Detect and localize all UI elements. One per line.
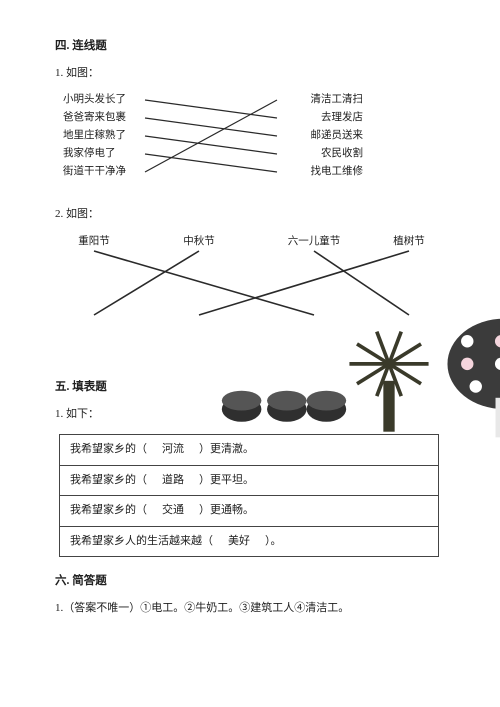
fill-post: ）更清澈。 (199, 443, 254, 455)
section-4-title: 四. 连线题 (55, 38, 450, 54)
fill-pre: 我希望家乡的（ (70, 443, 147, 455)
q6-1-text: 1.（答案不唯一）①电工。②牛奶工。③建筑工人④清洁工。 (55, 601, 450, 616)
table-row: 我希望家乡的（ 道路 ）更平坦。 (60, 465, 439, 495)
fill-post: ）更通畅。 (199, 504, 254, 516)
table-row: 我希望家乡人的生活越来越（ 美好 ）。 (60, 526, 439, 556)
table-row: 我希望家乡的（ 交通 ）更通畅。 (60, 496, 439, 526)
fill-cell-2: 我希望家乡的（ 交通 ）更通畅。 (60, 496, 439, 526)
matching-diagram-2: 重阳节中秋节六一儿童节植树节 (59, 235, 439, 365)
fill-answer: 美好 (228, 535, 250, 547)
fill-pre: 我希望家乡的（ (70, 504, 147, 516)
q4-2-label: 2. 如图： (55, 207, 450, 222)
fill-post: ）更平坦。 (199, 474, 254, 486)
fill-cell-3: 我希望家乡人的生活越来越（ 美好 ）。 (60, 526, 439, 556)
section-6-title: 六. 简答题 (55, 573, 450, 589)
q4-1-label: 1. 如图： (55, 66, 450, 81)
matching-diagram-1: 小明头发长了爸爸寄来包裹地里庄稼熟了我家停电了街道干干净净清洁工清扫去理发店邮递… (63, 93, 363, 193)
fill-in-table: 我希望家乡的（ 河流 ）更清澈。我希望家乡的（ 道路 ）更平坦。我希望家乡的（ … (59, 434, 439, 557)
fill-pre: 我希望家乡的（ (70, 474, 147, 486)
fill-answer: 交通 (162, 504, 184, 516)
fill-answer: 河流 (162, 443, 184, 455)
fill-pre: 我希望家乡人的生活越来越（ (70, 535, 213, 547)
fill-cell-1: 我希望家乡的（ 道路 ）更平坦。 (60, 465, 439, 495)
fill-answer: 道路 (162, 474, 184, 486)
fill-post: ）。 (265, 535, 282, 547)
